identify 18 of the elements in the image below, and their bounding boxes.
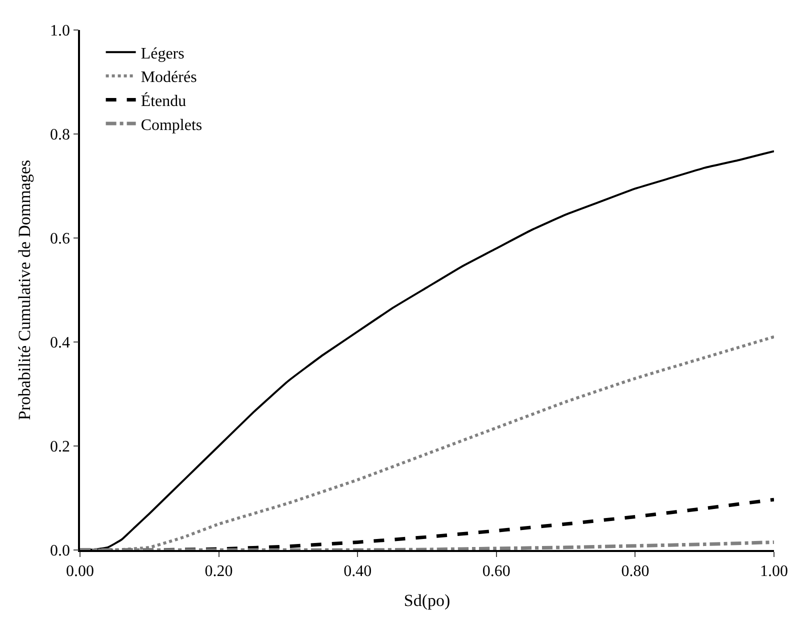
- x-tick-label: 0.60: [482, 562, 510, 580]
- x-axis-title: Sd(po): [404, 590, 450, 610]
- x-tick-label: 0.80: [621, 562, 650, 580]
- y-tick-label: 0.4: [50, 334, 70, 352]
- y-tick-label: 0.6: [50, 230, 70, 248]
- x-tick-label: 0.00: [66, 562, 94, 580]
- y-tick-label: 1.0: [50, 22, 70, 40]
- x-tick-label: 1.00: [760, 562, 788, 580]
- y-axis-title: Probabilité Cumulative de Dommages: [15, 160, 34, 420]
- y-tick-label: 0.0: [50, 542, 70, 560]
- legend-label: Modérés: [140, 69, 197, 86]
- legend-label: Étendu: [140, 92, 186, 110]
- y-tick-label: 0.8: [50, 126, 70, 144]
- y-tick-label: 0.2: [50, 438, 70, 456]
- legend-label: Complets: [140, 116, 202, 134]
- x-tick-label: 0.40: [344, 562, 372, 580]
- x-tick-label: 0.20: [204, 562, 233, 580]
- legend-label: Légers: [140, 45, 184, 62]
